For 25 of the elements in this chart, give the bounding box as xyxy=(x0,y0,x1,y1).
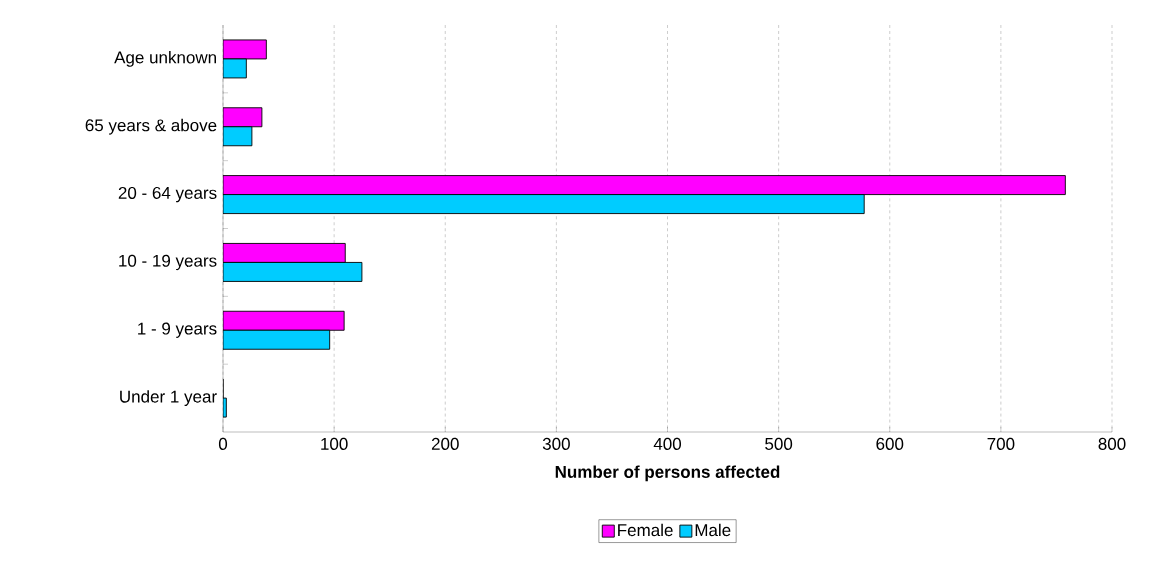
bar xyxy=(223,329,331,350)
y-tick-label: Age unknown xyxy=(114,51,216,67)
bar xyxy=(223,175,1066,196)
legend-label: Male xyxy=(695,523,731,537)
y-tick-label: 10 - 19 years xyxy=(119,254,217,271)
bar xyxy=(223,194,865,215)
x-tick-label: 0 xyxy=(218,437,228,450)
x-axis-title: Number of persons affected xyxy=(555,465,780,482)
x-tick-label: 800 xyxy=(1098,437,1126,450)
bar xyxy=(223,242,346,263)
y-tick-label: 1 - 9 years xyxy=(138,322,217,338)
bar xyxy=(223,107,263,128)
x-tick-label: 300 xyxy=(542,437,570,450)
x-tick-label: 100 xyxy=(321,437,348,450)
x-tick-label: 400 xyxy=(653,437,682,450)
x-tick-label: 600 xyxy=(876,437,904,450)
y-tick-label: 20 - 64 years xyxy=(118,186,217,203)
y-tick-label: 65 years & above xyxy=(85,118,217,135)
x-tick-label: 500 xyxy=(765,437,793,450)
x-tick-label: 200 xyxy=(431,437,459,450)
legend-label: Female xyxy=(618,523,673,537)
y-tick-label: Under 1 year xyxy=(120,390,217,407)
bar xyxy=(223,310,345,331)
bar xyxy=(223,261,363,282)
x-tick-label: 700 xyxy=(987,437,1015,450)
